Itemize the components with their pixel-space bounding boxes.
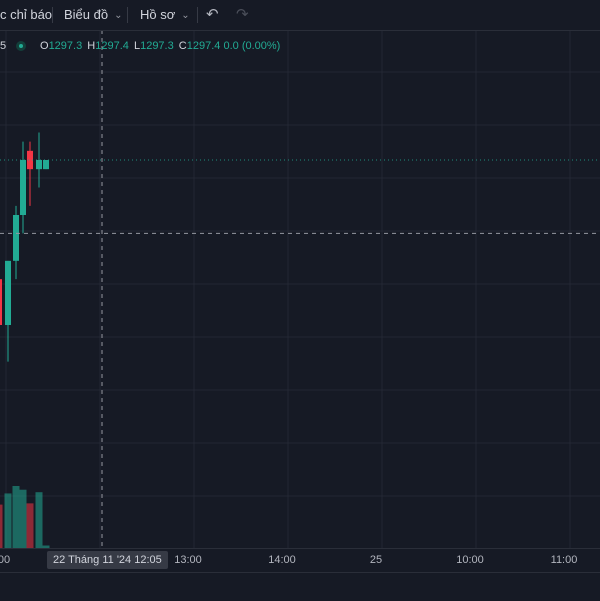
- ohlc-values: O1297.3 H1297.4 L1297.3 C1297.4 0.0 (0.0…: [38, 37, 280, 55]
- close-value: 1297.4: [186, 40, 221, 52]
- change-value: 0.0 (0.00%): [223, 40, 281, 52]
- time-tick: 13:00: [174, 554, 202, 566]
- candle-body: [20, 160, 26, 215]
- candle-body: [43, 160, 49, 170]
- candle-body: [0, 279, 2, 325]
- candle-body: [27, 150, 33, 170]
- time-tick: 14:00: [268, 554, 296, 566]
- chart-menu-label: Biểu đồ: [64, 7, 109, 22]
- volume-bar: [26, 503, 34, 548]
- candle-body: [13, 215, 19, 261]
- profile-menu-button[interactable]: Hồ sơ ⌄: [140, 0, 190, 30]
- redo-icon[interactable]: ↷: [236, 6, 249, 23]
- chevron-down-icon: ⌄: [181, 9, 190, 21]
- volume-bar: [12, 486, 20, 548]
- toolbar-divider: [52, 7, 53, 23]
- volume-bar: [42, 545, 50, 548]
- close-label: C: [178, 40, 187, 52]
- high-label: H: [87, 40, 96, 52]
- open-label: O: [40, 40, 49, 52]
- undo-icon[interactable]: ↶: [206, 6, 219, 23]
- profile-menu-label: Hồ sơ: [140, 7, 176, 22]
- toolbar-divider: [197, 7, 198, 23]
- volume-bar: [4, 493, 12, 548]
- candle-body: [36, 160, 42, 170]
- price-chart[interactable]: [0, 0, 600, 548]
- bottom-panel: [0, 572, 600, 601]
- candle-body: [5, 260, 11, 325]
- time-tick: 25: [369, 554, 383, 566]
- market-status-icon: [16, 41, 26, 51]
- indicators-label: c chỉ báo: [0, 7, 53, 22]
- low-value: 1297.3: [140, 40, 174, 52]
- volume-bar: [19, 489, 27, 548]
- chevron-down-icon: ⌄: [114, 9, 123, 21]
- volume-bar: [35, 492, 43, 548]
- crosshair-time-label: 22 Tháng 11 '24 12:05: [47, 551, 168, 569]
- time-tick: 00: [0, 554, 11, 566]
- top-toolbar: c chỉ báo Biểu đồ ⌄ Hồ sơ ⌄ ↶ ↷: [0, 0, 600, 31]
- chart-menu-button[interactable]: Biểu đồ ⌄: [64, 0, 122, 30]
- high-value: 1297.4: [95, 40, 129, 52]
- indicators-button[interactable]: c chỉ báo: [0, 0, 52, 30]
- time-axis[interactable]: 00 13:00 14:00 25 10:00 11:00 22 Tháng 1…: [0, 548, 600, 573]
- open-value: 1297.3: [48, 40, 83, 52]
- toolbar-divider: [127, 7, 128, 23]
- time-tick: 10:00: [456, 554, 484, 566]
- symbol-fragment: 5: [0, 40, 7, 52]
- volume-bar: [0, 504, 3, 548]
- low-label: L: [133, 40, 141, 52]
- time-tick: 11:00: [550, 554, 578, 566]
